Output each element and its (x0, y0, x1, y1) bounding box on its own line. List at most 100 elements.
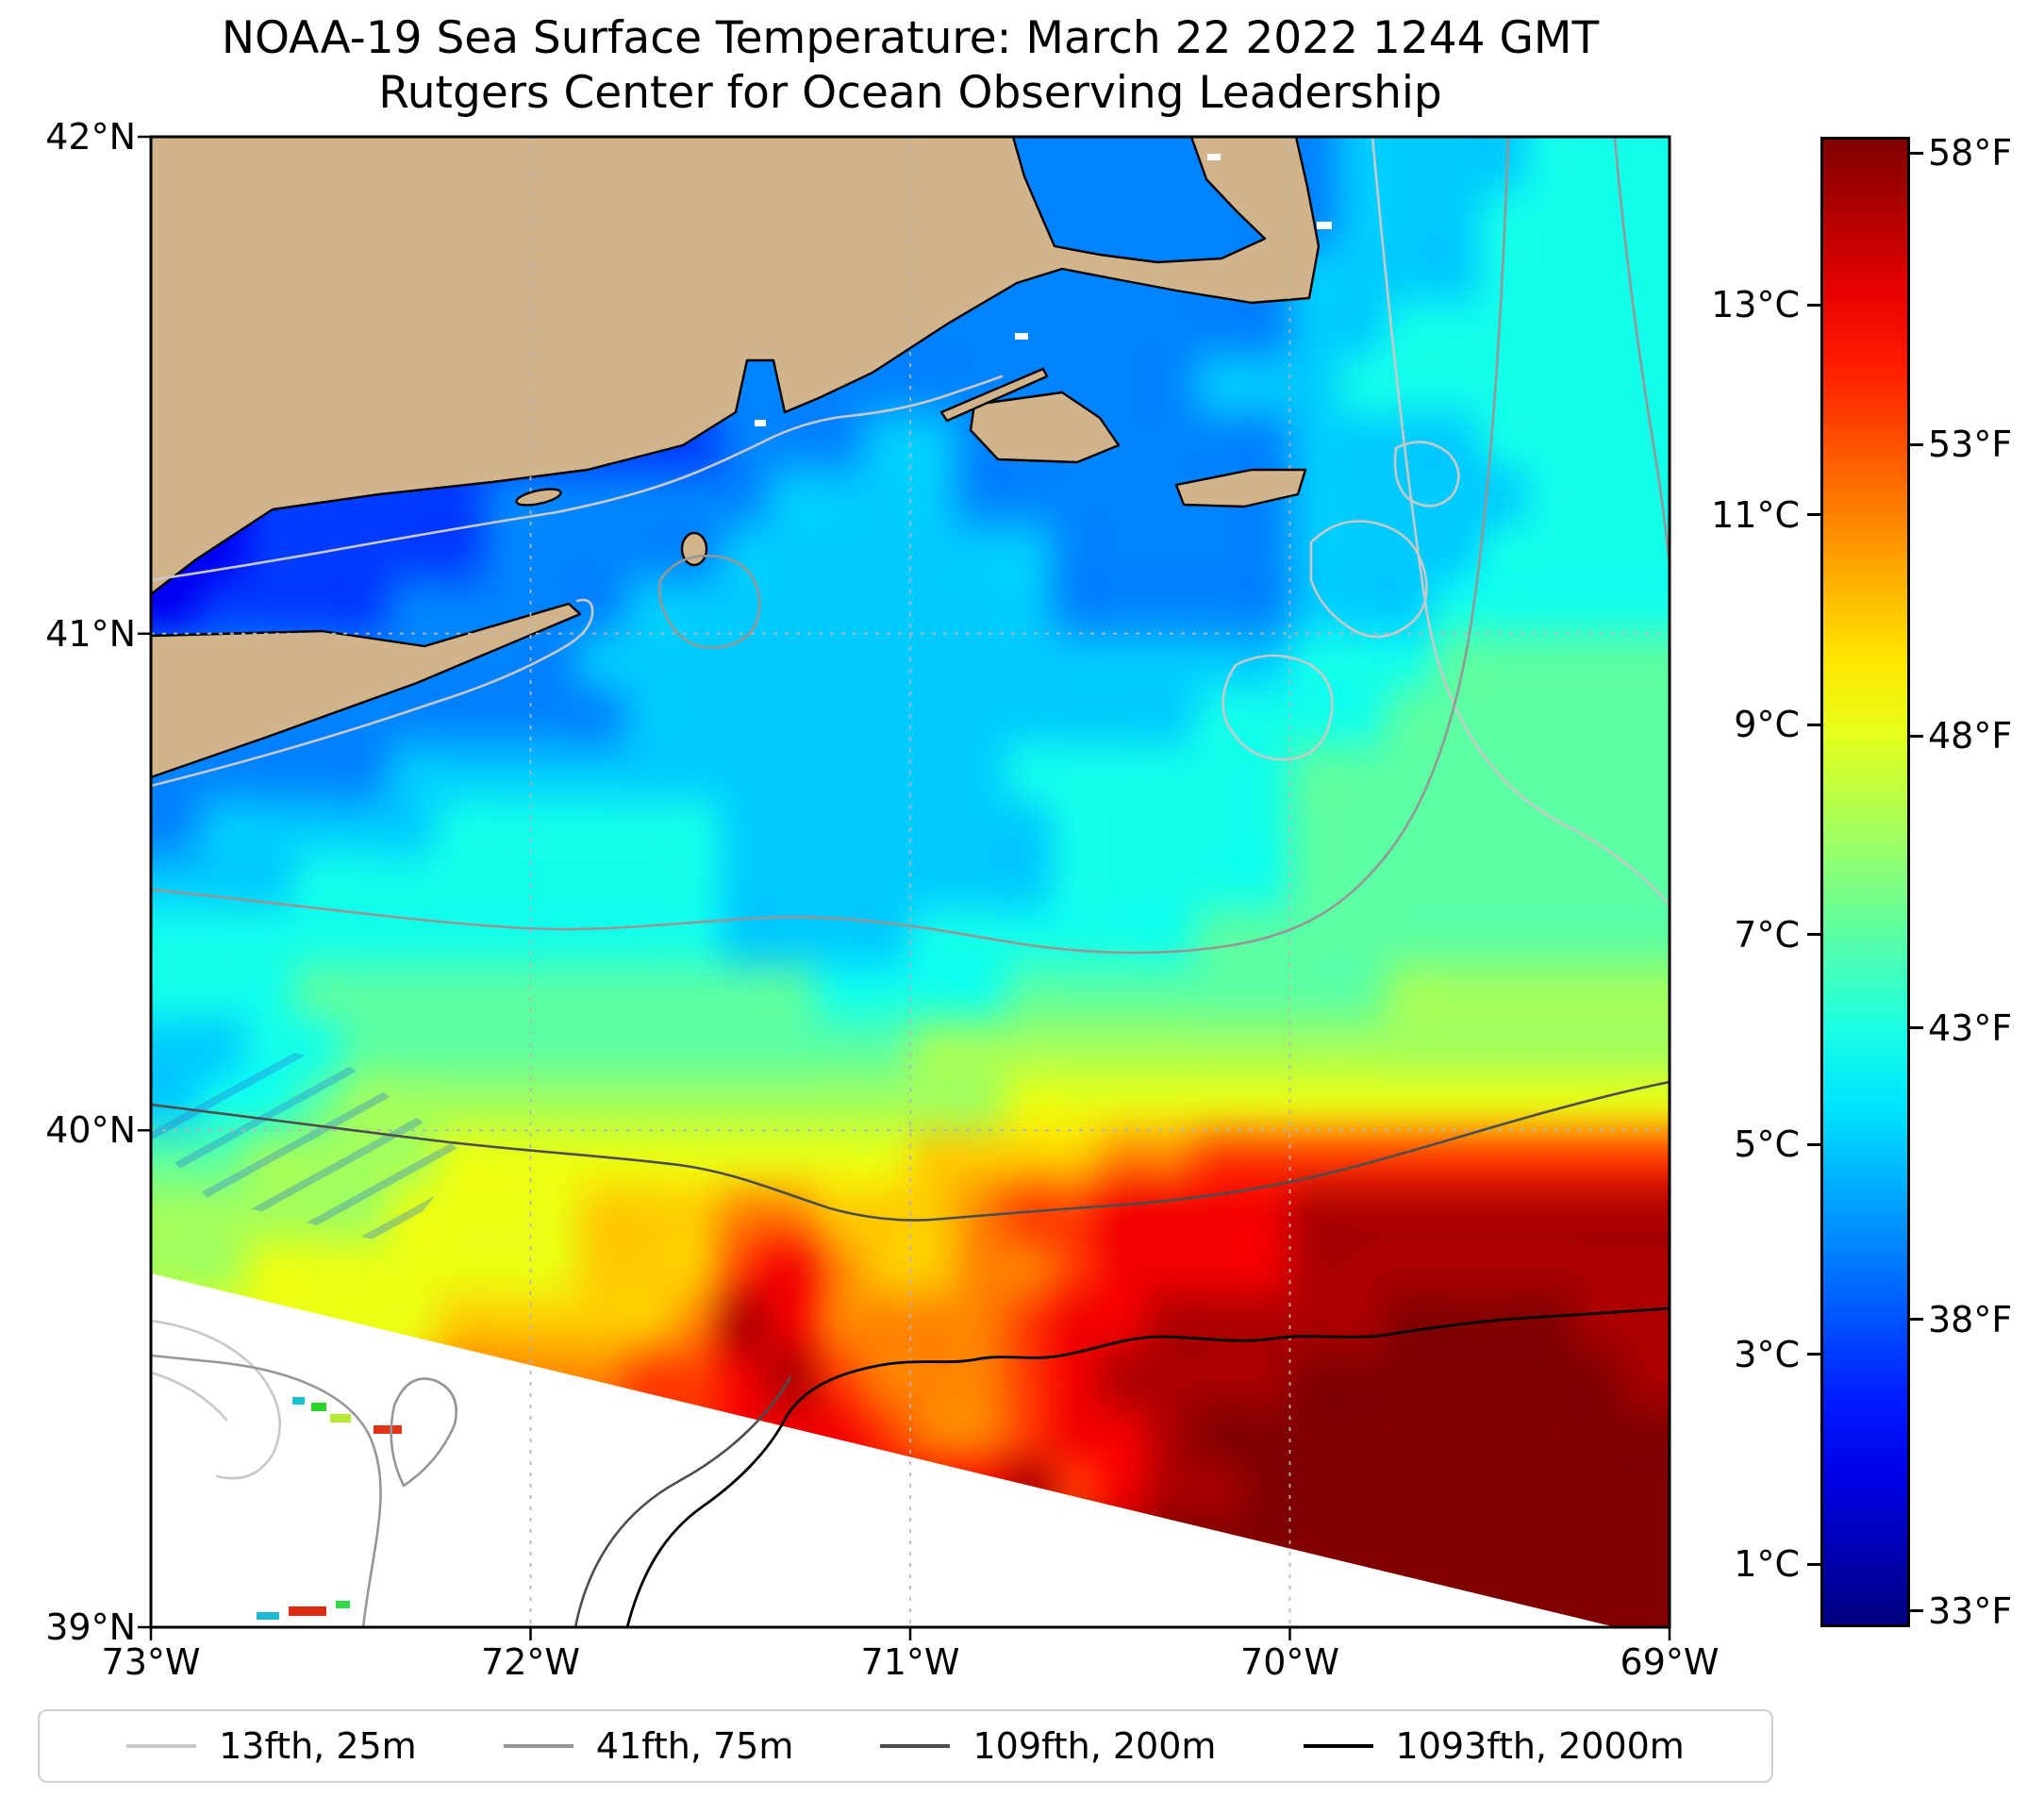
colorbar-tick-mark (1910, 734, 1923, 738)
speck (1207, 154, 1221, 160)
contour-2000m (625, 1306, 1671, 1629)
speck (374, 1425, 402, 1434)
legend-label: 13fth, 25m (219, 1725, 417, 1767)
legend-line-sample (126, 1744, 197, 1748)
land-elizabeth-islands (939, 367, 1049, 423)
legend-line-sample (880, 1744, 951, 1748)
x-tick-label: 72°W (481, 1641, 580, 1683)
colorbar-tick-mark (1807, 1562, 1820, 1566)
no-data-specks (257, 1397, 402, 1620)
contour-200m (149, 1080, 1671, 1629)
speck (289, 1606, 326, 1616)
stripe (158, 1052, 467, 1245)
y-tick-label: 41°N (45, 612, 136, 655)
colorbar-celsius-tick-label: 7°C (1734, 913, 1800, 956)
legend-entry: 109fth, 200m (880, 1725, 1216, 1767)
colorbar-fahrenheit-tick-label: 43°F (1928, 1007, 2013, 1049)
colorbar-gradient (1823, 140, 1907, 1624)
speck (257, 1612, 279, 1620)
stripe (151, 1019, 412, 1205)
colorbar-fahrenheit-tick-label: 33°F (1928, 1589, 2013, 1632)
colorbar-fahrenheit-tick-label: 58°F (1928, 132, 2013, 175)
contour-25m-li-south-shore (149, 598, 594, 788)
legend-entry: 13fth, 25m (126, 1725, 417, 1767)
contour-25m (149, 135, 1671, 1480)
legend-entry: 41fth, 75m (503, 1725, 794, 1767)
title-line-2: Rutgers Center for Ocean Observing Leade… (378, 67, 1442, 120)
colorbar-celsius-tick-label: 13°C (1711, 284, 1800, 326)
contour-75m-block-island-loop (657, 555, 761, 649)
land-marthas-vineyard (969, 391, 1121, 464)
speck (311, 1403, 326, 1411)
colorbar-tick-mark (1807, 933, 1820, 937)
figure-title: NOAA-19 Sea Surface Temperature: March 2… (151, 11, 1670, 122)
speck (336, 1601, 350, 1608)
bathymetry-contours (149, 135, 1671, 1629)
legend-label: 41fth, 75m (595, 1725, 794, 1767)
colorbar (1820, 137, 1910, 1627)
speck (330, 1414, 351, 1423)
contour-75m-midshelf (149, 135, 1510, 955)
colorbar-celsius-tick-label: 3°C (1734, 1333, 1800, 1375)
colorbar-celsius-tick-label: 11°C (1711, 493, 1800, 536)
contour-25m-coastal (149, 374, 1004, 582)
coastal-nodata-specks (755, 154, 1332, 426)
legend-entry: 1093fth, 2000m (1303, 1725, 1685, 1767)
contour-25m-shelf-valley-a (149, 1319, 281, 1480)
x-tick-label: 71°W (860, 1641, 960, 1683)
stripe (243, 1093, 467, 1245)
colorbar-fahrenheit-tick-label: 48°F (1928, 715, 2013, 757)
x-axis-tick-marks (149, 1627, 1671, 1640)
contour-200m-shelfbreak (149, 1080, 1671, 1222)
legend-label: 109fth, 200m (972, 1725, 1217, 1767)
land-long-island (149, 602, 582, 779)
contour-25m-shelf-valley-b (149, 1371, 228, 1422)
speck (755, 420, 766, 426)
map-overlay-graphics (138, 135, 1671, 1640)
speck (1015, 333, 1028, 340)
y-tick-label: 40°N (45, 1109, 136, 1152)
x-tick-label: 69°W (1620, 1641, 1720, 1683)
contour-25m-nantucket-shoals-3 (1393, 441, 1460, 507)
contour-75m-hudson-loop (390, 1377, 457, 1488)
speck (292, 1397, 305, 1405)
colorbar-tick-mark (1807, 1353, 1820, 1356)
colorbar-tick-mark (1910, 442, 1923, 446)
colorbar-celsius-tick-label: 5°C (1734, 1123, 1800, 1166)
legend-line-sample (1303, 1744, 1373, 1748)
stripe (201, 1073, 467, 1245)
colorbar-celsius-tick-label: 9°C (1734, 704, 1800, 746)
speck (1317, 222, 1332, 229)
no-data-region (151, 1273, 1616, 1627)
stripe (151, 1031, 467, 1245)
colorbar-tick-mark (1910, 151, 1923, 155)
contour-75m-hudson-valley (149, 1354, 382, 1629)
colorbar-tick-mark (1910, 1318, 1923, 1322)
contour-75m-georges-bank (1613, 135, 1671, 568)
colorbar-fahrenheit-tick-label: 53°F (1928, 424, 2013, 466)
map-plot-area (138, 135, 1671, 1640)
legend: 13fth, 25m 41fth, 75m 109fth, 200m 1093fth,… (38, 1709, 1773, 1783)
title-line-1: NOAA-19 Sea Surface Temperature: March 2… (221, 12, 1600, 64)
contour-200m-canyon (573, 1375, 792, 1629)
contour-2000m-slope (625, 1306, 1671, 1629)
colorbar-tick-mark (1807, 303, 1820, 307)
x-tick-label: 73°W (101, 1641, 201, 1683)
y-axis-tick-marks (138, 135, 151, 1629)
contour-25m-nantucket-shoals-1 (1309, 520, 1428, 639)
contour-75m (149, 135, 1671, 1629)
colorbar-tick-mark (1807, 1142, 1820, 1146)
colorbar-tick-mark (1807, 723, 1820, 726)
contour-25m-great-south-channel (1371, 135, 1671, 907)
legend-label: 1093fth, 2000m (1395, 1725, 1685, 1767)
x-tick-label: 70°W (1240, 1641, 1339, 1683)
colorbar-tick-mark (1807, 513, 1820, 517)
y-tick-label: 42°N (45, 116, 136, 158)
land-mainland-new-england (149, 135, 1321, 596)
land-group (149, 135, 1321, 779)
colorbar-tick-mark (1910, 1026, 1923, 1030)
land-fishers-island (515, 488, 562, 507)
y-tick-label: 39°N (45, 1606, 136, 1648)
land-nantucket (1174, 468, 1307, 508)
